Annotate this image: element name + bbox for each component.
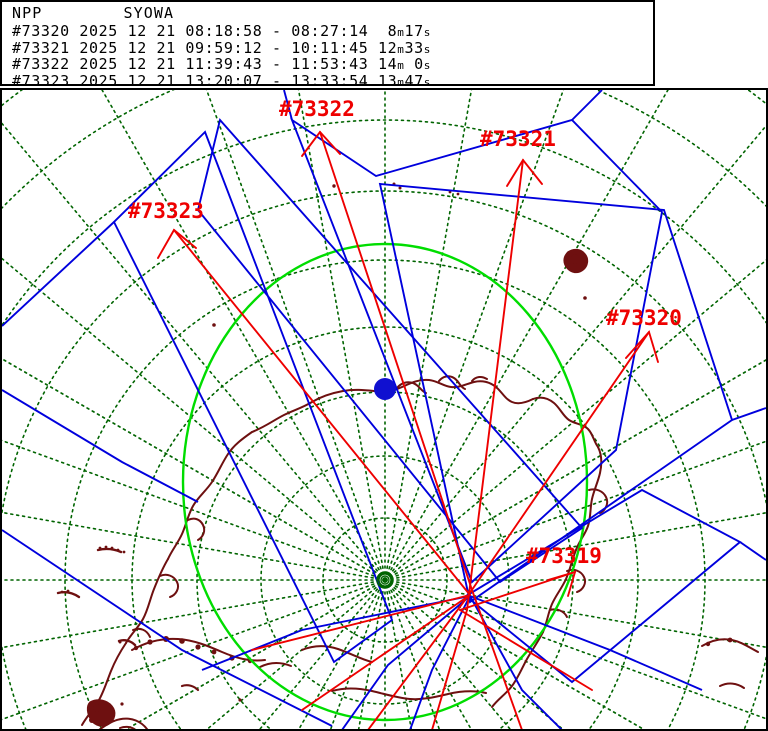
graticule-meridian (2, 579, 386, 649)
ground-tracks (173, 131, 650, 729)
track-line-73323 (173, 229, 471, 596)
graticule-meridians (2, 90, 766, 729)
duration-seconds-unit: s (423, 42, 431, 56)
duration-minutes-unit: m (397, 59, 405, 73)
duration-minutes-unit: m (397, 26, 405, 39)
swath-edge-bottom-e (409, 595, 471, 729)
track-cont-d (367, 599, 466, 729)
graticule-meridian (2, 511, 386, 581)
graticule-meridian (206, 579, 386, 729)
track-label-73323[interactable]: #73323 (128, 199, 204, 223)
duration-seconds-unit: s (423, 26, 431, 39)
track-label-group: #73322 #73321 #73323 #73320 #73319 (128, 97, 682, 568)
track-line-73321 (466, 159, 524, 611)
pass-row-text: #73321 2025 12 21 09:59:12 - 10:11:45 12 (12, 38, 398, 57)
swath-edge-top (571, 90, 603, 121)
station-marker-syowa[interactable] (374, 378, 396, 400)
swath-edge-bottom-d (469, 595, 703, 691)
pass-row[interactable]: #73322 2025 12 21 11:39:43 - 11:53:43 14… (12, 55, 431, 74)
track-cont-a (471, 589, 523, 729)
map-frame: #73322 #73321 #73323 #73320 #73319 (0, 88, 768, 731)
swath-edge-left2 (2, 389, 199, 503)
swath-edge-bottom-a (341, 595, 471, 729)
track-label-73319[interactable]: #73319 (526, 544, 602, 568)
swath-73319 (464, 488, 742, 684)
duration-seconds-unit: s (423, 75, 431, 89)
graticule-meridian (357, 579, 386, 729)
coastlines (56, 182, 759, 729)
swath-polygons (2, 90, 766, 729)
graticule-meridian (2, 579, 386, 721)
polar-map-canvas: #73322 #73321 #73323 #73320 #73319 (2, 90, 766, 729)
pass-schedule-header: NPP SYOWA #73320 2025 12 21 08:18:58 - 0… (0, 0, 655, 89)
track-cont-f (251, 594, 471, 651)
track-label-73322[interactable]: #73322 (279, 97, 355, 121)
duration-minutes-unit: m (397, 75, 405, 89)
pass-row[interactable]: #73320 2025 12 21 08:18:58 - 08:27:14 8m… (12, 22, 431, 41)
pass-row-text: #73320 2025 12 21 08:18:58 - 08:27:14 8 (12, 22, 398, 40)
swath-edge-right (731, 407, 766, 421)
graticule-meridian (2, 439, 386, 581)
track-cont-c (301, 594, 471, 711)
duration-seconds-value: 0 (404, 55, 424, 74)
track-label-73320[interactable]: #73320 (606, 306, 682, 330)
track-arrowheads (157, 130, 659, 597)
graticule-meridian (258, 579, 386, 729)
swath-73323 (112, 130, 394, 664)
track-label-73321[interactable]: #73321 (480, 127, 556, 151)
duration-seconds-value: 17 (404, 22, 424, 40)
pole-convergence-point (376, 571, 394, 589)
track-line-73322 (319, 131, 473, 591)
swath-73320 (378, 182, 734, 604)
duration-seconds-value: 47 (404, 71, 424, 90)
duration-seconds-value: 33 (404, 38, 424, 57)
swath-73321 (290, 117, 664, 584)
track-cont-b (431, 609, 468, 729)
header-title: NPP SYOWA (12, 4, 175, 22)
swath-edge-left (2, 221, 115, 327)
pass-row[interactable]: #73323 2025 12 21 13:20:07 - 13:33:54 13… (12, 71, 431, 91)
track-line-73320 (464, 331, 650, 601)
pass-table: #73320 2025 12 21 08:18:58 - 08:27:14 8m… (12, 22, 431, 91)
swath-edge-diag (2, 529, 333, 727)
swath-edge-right2 (739, 541, 766, 561)
graticule-meridian (329, 579, 386, 729)
graticule-meridian (125, 579, 386, 729)
swath-edge-bottom-b (201, 595, 471, 671)
pass-row-text: #73323 2025 12 21 13:20:07 - 13:33:54 13 (12, 71, 398, 90)
swath-edge-top2 (283, 90, 293, 121)
pass-row-text: #73322 2025 12 21 11:39:43 - 11:53:43 14 (12, 55, 398, 74)
duration-seconds-unit: s (423, 59, 431, 73)
duration-minutes-unit: m (397, 42, 405, 56)
horizon-circle (181, 242, 589, 722)
graticule-meridian (205, 90, 386, 581)
graticule-parallels (2, 90, 766, 729)
graticule-meridian (298, 579, 386, 729)
pass-row[interactable]: #73321 2025 12 21 09:59:12 - 10:11:45 12… (12, 38, 431, 58)
track-cont-e (459, 609, 593, 691)
